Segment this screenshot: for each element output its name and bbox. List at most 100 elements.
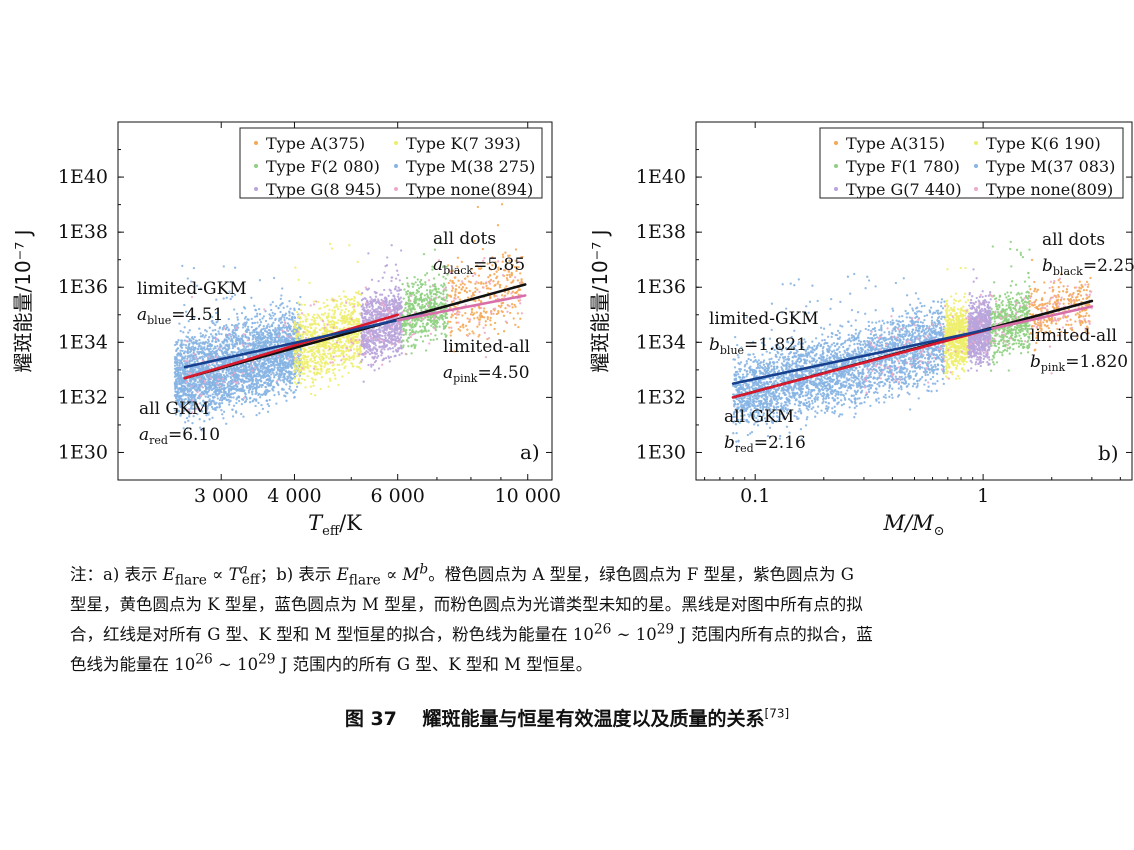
data-point: [381, 358, 384, 362]
data-point: [355, 333, 359, 336]
data-point: [211, 335, 214, 338]
data-point: [385, 306, 388, 309]
data-point: [290, 381, 294, 385]
data-point: [262, 327, 265, 331]
data-point: [362, 343, 366, 346]
data-point: [380, 348, 383, 351]
data-point: [183, 380, 186, 383]
data-point: [220, 345, 223, 348]
data-point: [244, 365, 247, 368]
data-point: [249, 344, 252, 347]
data-point: [384, 309, 387, 312]
data-point: [348, 358, 351, 362]
data-point: [331, 364, 334, 367]
data-point: [271, 379, 275, 382]
data-point: [311, 346, 314, 349]
data-point: [259, 393, 263, 396]
data-point: [281, 287, 284, 290]
data-point: [198, 370, 202, 373]
data-point: [293, 377, 296, 380]
data-point: [340, 363, 344, 366]
data-point: [193, 360, 196, 363]
data-point: [201, 357, 204, 360]
data-point: [187, 385, 190, 388]
data-point: [331, 339, 335, 342]
data-point: [248, 401, 252, 404]
data-point: [365, 346, 369, 349]
data-point: [398, 332, 401, 335]
data-point: [343, 295, 346, 298]
data-point: [188, 355, 191, 358]
data-point: [387, 294, 390, 298]
data-point: [293, 330, 296, 333]
data-point: [314, 330, 317, 334]
data-point: [320, 318, 323, 321]
data-point: [191, 390, 194, 394]
data-point: [338, 363, 341, 367]
data-point: [233, 308, 236, 311]
data-point: [253, 374, 256, 378]
data-point: [189, 407, 193, 410]
data-point: [363, 337, 366, 341]
data-point: [295, 385, 299, 388]
data-point: [222, 325, 226, 328]
data-point: [243, 392, 247, 395]
data-point: [291, 312, 294, 315]
data-point: [365, 344, 369, 347]
data-point: [184, 387, 187, 390]
data-point: [390, 302, 394, 306]
data-point: [360, 305, 364, 308]
data-point: [279, 310, 282, 314]
data-point: [174, 393, 177, 397]
data-point: [400, 346, 403, 349]
data-point: [189, 380, 193, 383]
data-point: [293, 320, 296, 324]
data-point: [388, 300, 391, 303]
data-point: [200, 352, 203, 355]
data-point: [337, 319, 340, 322]
data-point: [400, 333, 403, 336]
data-point: [345, 320, 348, 323]
data-point: [257, 401, 260, 405]
data-point: [255, 315, 259, 318]
data-point: [358, 345, 362, 349]
data-point: [375, 291, 378, 294]
data-point: [267, 364, 270, 367]
data-point: [394, 305, 398, 308]
data-point: [346, 318, 349, 321]
data-point: [353, 332, 356, 336]
data-point: [264, 375, 268, 378]
data-point: [269, 379, 272, 382]
data-point: [231, 369, 234, 373]
data-point: [257, 375, 260, 378]
data-point: [248, 386, 252, 390]
data-point: [237, 396, 241, 399]
data-point: [248, 368, 251, 372]
data-point: [254, 362, 257, 365]
data-point: [235, 401, 238, 405]
data-point: [204, 404, 207, 408]
data-point: [251, 380, 254, 383]
data-point: [382, 307, 385, 310]
data-point: [211, 393, 214, 396]
data-point: [356, 260, 359, 264]
data-point: [254, 336, 258, 339]
data-point: [399, 322, 403, 325]
data-point: [304, 386, 307, 389]
data-point: [344, 365, 347, 368]
data-point: [245, 377, 248, 380]
data-point: [399, 249, 403, 252]
data-point: [321, 326, 324, 330]
data-point: [241, 379, 244, 382]
data-point: [317, 371, 320, 375]
data-point: [332, 313, 335, 316]
data-point: [233, 293, 237, 296]
data-point: [252, 329, 255, 332]
data-point: [352, 308, 356, 311]
data-point: [311, 315, 315, 319]
data-point: [205, 411, 208, 414]
data-point: [390, 299, 393, 302]
data-point: [176, 347, 180, 350]
data-point: [279, 297, 282, 301]
data-point: [283, 340, 286, 343]
